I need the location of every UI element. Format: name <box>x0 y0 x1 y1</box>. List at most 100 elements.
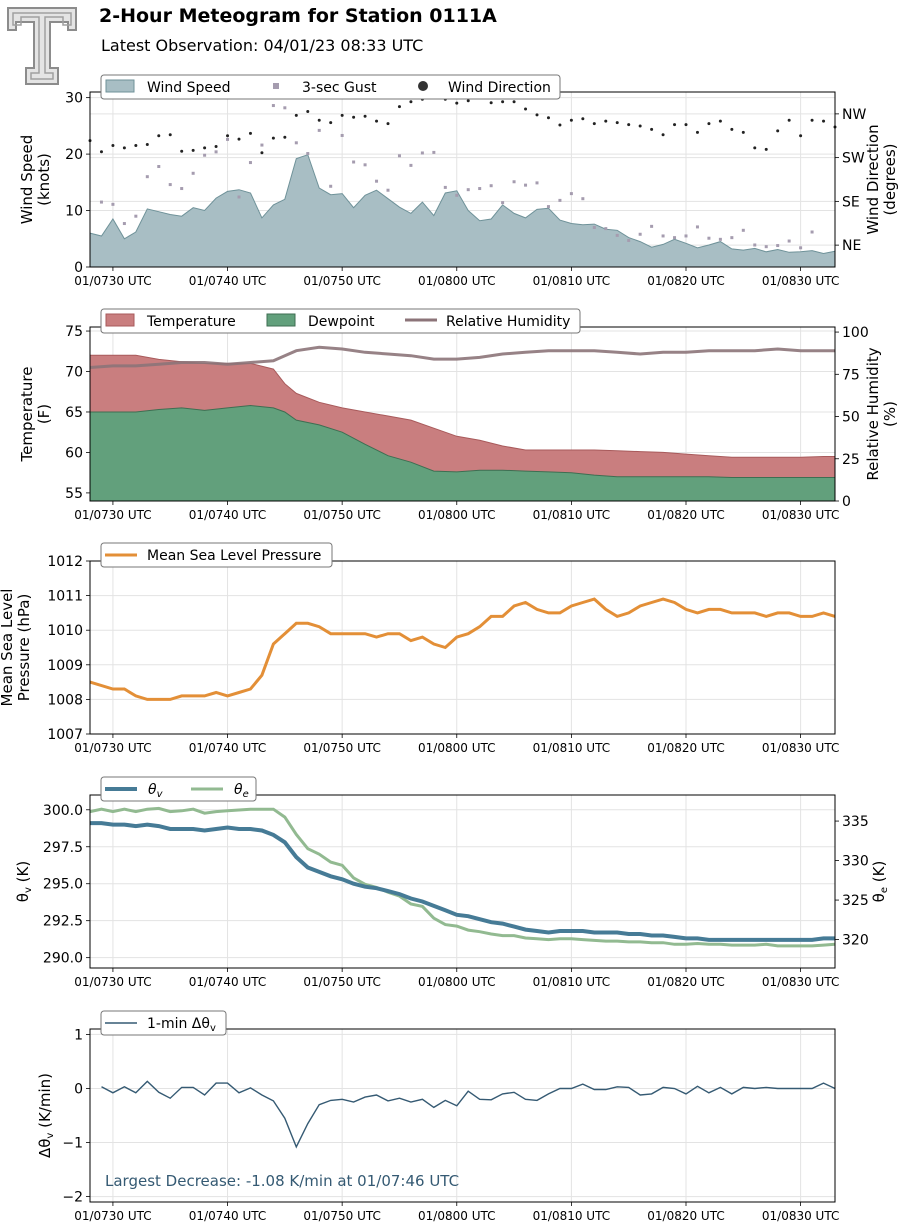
gust-point <box>134 214 138 218</box>
x-tick-label: 01/0740 UTC <box>189 975 266 989</box>
y-tick-label: 295.0 <box>43 877 83 893</box>
gust-point <box>397 154 401 158</box>
gust-point <box>478 187 482 191</box>
wind-direction-point <box>352 115 356 119</box>
wind-direction-point <box>604 119 608 123</box>
gust-point <box>753 243 757 247</box>
gust-point <box>271 104 275 108</box>
x-tick-label: 01/0750 UTC <box>303 508 380 522</box>
x-tick-label: 01/0830 UTC <box>762 975 839 989</box>
gust-point <box>799 246 803 250</box>
legend-box <box>100 308 581 334</box>
x-tick-label: 01/0730 UTC <box>74 741 151 755</box>
wind-direction-point <box>191 148 195 152</box>
gust-point <box>283 106 287 110</box>
legend-swatch-dewpoint <box>266 313 296 327</box>
y2-tick-label: SW <box>842 151 865 167</box>
gust-point <box>627 238 631 242</box>
legend-swatch-direction <box>418 81 428 91</box>
wind-direction-point <box>466 99 470 103</box>
gust-point <box>730 236 734 240</box>
gust-point <box>375 179 379 183</box>
wind-direction-point <box>569 118 573 122</box>
gust-point <box>638 232 642 236</box>
wind-direction-point <box>684 123 688 127</box>
y-axis-label: Wind Speed(knots) <box>18 135 53 225</box>
wind-direction-point <box>638 124 642 128</box>
wind-direction-point <box>615 121 619 125</box>
gust-point <box>157 165 161 169</box>
y-axis-label: Mean Sea LevelPressure (hPa) <box>0 589 33 707</box>
y-tick-label: 1 <box>74 1027 83 1043</box>
y2-tick-label: 0 <box>842 494 851 510</box>
wind-direction-point <box>787 118 791 122</box>
x-tick-label: 01/0750 UTC <box>303 975 380 989</box>
gust-point <box>512 180 516 184</box>
gust-point <box>214 150 218 154</box>
gust-point <box>787 239 791 243</box>
panel-wind: 01/0730 UTC 01/0740 UTC 01/0750 UTC 01/0800… <box>18 74 899 288</box>
x-tick-label: 01/0740 UTC <box>189 274 266 288</box>
y-tick-label: 1009 <box>47 658 83 674</box>
y2-axis-label: Wind Direction(degrees) <box>864 124 899 234</box>
x-tick-label: 01/0830 UTC <box>762 1209 839 1223</box>
wind-direction-point <box>294 113 298 117</box>
y-tick-label: 10 <box>65 204 83 220</box>
gust-point <box>466 188 470 192</box>
x-tick-label: 01/0750 UTC <box>303 274 380 288</box>
gust-point <box>581 197 585 201</box>
wind-direction-point <box>455 101 459 105</box>
wind-direction-point <box>168 133 172 137</box>
y-tick-label: 297.5 <box>43 840 83 856</box>
wind-direction-point <box>707 122 711 126</box>
y2-tick-label: 75 <box>842 367 860 383</box>
wind-direction-point <box>157 134 161 138</box>
gust-point <box>673 236 677 240</box>
gust-point <box>352 160 356 164</box>
wind-direction-point <box>203 146 207 150</box>
wind-direction-point <box>99 150 103 154</box>
largest-decrease-annotation: Largest Decrease: -1.08 K/min at 01/07:4… <box>105 1172 459 1190</box>
wind-direction-point <box>535 113 539 117</box>
gust-point <box>546 205 550 209</box>
gust-point <box>592 225 596 229</box>
gust-point <box>260 143 264 147</box>
wind-direction-point <box>822 119 826 123</box>
wind-direction-point <box>592 122 596 126</box>
gust-point <box>180 187 184 191</box>
legend-label: 3-sec Gust <box>302 80 377 96</box>
legend-box <box>100 1010 227 1036</box>
wind-direction-point <box>627 123 631 127</box>
wind-speed-line <box>89 154 836 255</box>
legend-swatch-temperature <box>105 313 135 327</box>
y-tick-label: 60 <box>65 445 83 461</box>
gust-point <box>168 183 172 187</box>
gust-point <box>329 184 333 188</box>
x-tick-label: 01/0750 UTC <box>303 741 380 755</box>
gust-point <box>558 198 562 202</box>
wind-direction-point <box>695 130 699 134</box>
y-tick-label: 290.0 <box>43 951 83 967</box>
y-tick-label: 1012 <box>47 554 83 570</box>
y-axis-label: Δθv (K/min) <box>36 1073 56 1158</box>
plot-frame <box>89 794 836 969</box>
wind-direction-point <box>214 144 218 148</box>
wind-direction-point <box>271 136 275 140</box>
gust-point <box>420 151 424 155</box>
legend-label: Mean Sea Level Pressure <box>147 548 321 564</box>
x-tick-label: 01/0820 UTC <box>647 508 724 522</box>
legend-swatch-speed <box>105 79 135 93</box>
wind-direction-point <box>363 114 367 118</box>
x-tick-label: 01/0730 UTC <box>74 1209 151 1223</box>
y2-axis-label: Relative Humidity(%) <box>864 347 899 480</box>
gust-point <box>111 202 115 206</box>
y2-tick-label: SE <box>842 194 860 210</box>
gust-point <box>248 161 252 165</box>
x-tick-label: 01/0820 UTC <box>647 741 724 755</box>
x-tick-label: 01/0830 UTC <box>762 741 839 755</box>
texas-tech-logo-icon <box>7 7 77 85</box>
gust-point <box>764 245 768 249</box>
chart-title: 2-Hour Meteogram for Station 0111A <box>99 5 497 27</box>
wind-direction-point <box>306 109 310 113</box>
legend-label: Relative Humidity <box>446 314 570 330</box>
